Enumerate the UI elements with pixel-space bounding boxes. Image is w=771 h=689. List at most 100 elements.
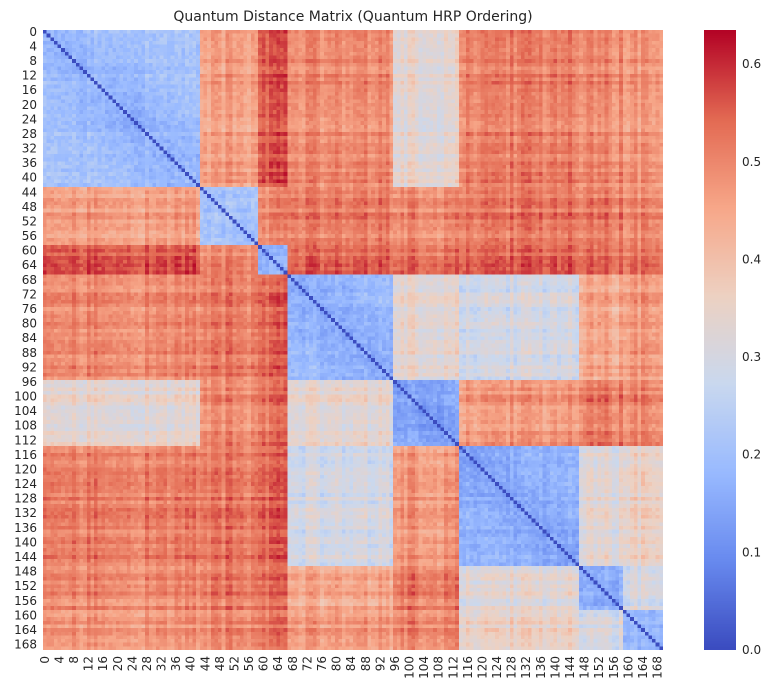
- x-tick-label: 120: [475, 656, 489, 679]
- x-tick-label: 88: [359, 656, 373, 671]
- x-tick-label: 92: [373, 656, 387, 671]
- x-tick-label: 36: [169, 656, 183, 671]
- x-tick-label: 148: [578, 656, 592, 679]
- y-tick-label: 156: [14, 594, 37, 608]
- x-tick-label: 80: [330, 656, 344, 671]
- y-tick-label: 4: [29, 39, 37, 53]
- heatmap-grid: [43, 30, 663, 650]
- colorbar-tick-label: 0.1: [742, 545, 761, 559]
- y-tick-label: 24: [22, 112, 37, 126]
- y-tick-label: 136: [14, 521, 37, 535]
- x-tick-label: 132: [519, 656, 533, 679]
- x-axis-tick-labels: 0 4 8 12 16 20 24 28 32 36 40 44 48 52 56 60 64 68 72 76 80 8…: [38, 656, 665, 679]
- y-tick-label: 116: [14, 448, 37, 462]
- y-tick-label: 16: [22, 83, 37, 97]
- y-tick-label: 12: [22, 69, 37, 83]
- y-tick-label: 80: [22, 317, 37, 331]
- x-tick-label: 48: [213, 656, 227, 671]
- x-tick-label: 24: [125, 656, 139, 671]
- chart-title: Quantum Distance Matrix (Quantum HRP Ord…: [173, 9, 532, 25]
- x-tick-label: 168: [651, 656, 665, 679]
- y-tick-label: 112: [14, 433, 37, 447]
- x-tick-label: 164: [636, 656, 650, 679]
- colorbar-tick-label: 0.6: [742, 57, 761, 71]
- x-tick-label: 0: [38, 656, 52, 664]
- y-tick-label: 164: [14, 623, 37, 637]
- y-tick-label: 36: [22, 156, 37, 170]
- x-tick-label: 140: [548, 656, 562, 679]
- x-tick-label: 100: [403, 656, 417, 679]
- y-tick-label: 100: [14, 390, 37, 404]
- y-tick-label: 20: [22, 98, 37, 112]
- y-tick-label: 60: [22, 244, 37, 258]
- x-tick-label: 96: [388, 656, 402, 671]
- x-tick-label: 8: [67, 656, 81, 664]
- y-tick-label: 44: [22, 185, 37, 199]
- y-tick-label: 132: [14, 506, 37, 520]
- y-tick-label: 160: [14, 608, 37, 622]
- y-tick-label: 28: [22, 127, 37, 141]
- x-tick-label: 112: [446, 656, 460, 679]
- y-tick-label: 152: [14, 579, 37, 593]
- x-tick-label: 156: [607, 656, 621, 679]
- x-tick-label: 76: [315, 656, 329, 671]
- y-tick-label: 104: [14, 404, 37, 418]
- x-tick-label: 52: [227, 656, 241, 671]
- y-tick-label: 56: [22, 229, 37, 243]
- x-tick-label: 56: [242, 656, 256, 671]
- y-tick-label: 40: [22, 171, 37, 185]
- y-tick-label: 72: [22, 287, 37, 301]
- x-tick-label: 116: [461, 656, 475, 679]
- x-tick-label: 32: [155, 656, 169, 671]
- x-tick-label: 160: [621, 656, 635, 679]
- y-tick-label: 76: [22, 302, 37, 316]
- colorbar-tick-label: 0.3: [742, 350, 761, 364]
- y-tick-label: 52: [22, 214, 37, 228]
- y-tick-label: 8: [29, 54, 37, 68]
- x-tick-label: 12: [82, 656, 96, 671]
- x-tick-label: 84: [344, 656, 358, 671]
- y-tick-label: 64: [22, 258, 37, 272]
- y-tick-label: 144: [14, 550, 37, 564]
- y-axis-tick-labels: 0481216202428323640444852566064687276808…: [14, 25, 37, 652]
- x-tick-label: 152: [592, 656, 606, 679]
- x-tick-label: 144: [563, 656, 577, 679]
- colorbar: [704, 30, 736, 650]
- y-tick-label: 88: [22, 346, 37, 360]
- y-tick-label: 68: [22, 273, 37, 287]
- x-tick-label: 20: [111, 656, 125, 671]
- x-tick-label: 4: [52, 656, 66, 664]
- x-tick-label: 28: [140, 656, 154, 671]
- x-tick-label: 136: [534, 656, 548, 679]
- colorbar-tick-labels: 0.0 0.1 0.2 0.3 0.4 0.5 0.6: [742, 57, 761, 657]
- y-tick-label: 84: [22, 331, 37, 345]
- y-tick-label: 140: [14, 535, 37, 549]
- x-tick-label: 72: [300, 656, 314, 671]
- y-tick-label: 148: [14, 565, 37, 579]
- colorbar-tick-label: 0.4: [742, 252, 761, 266]
- x-tick-label: 64: [271, 656, 285, 671]
- y-tick-label: 48: [22, 200, 37, 214]
- x-tick-label: 128: [505, 656, 519, 679]
- y-tick-label: 128: [14, 492, 37, 506]
- x-tick-label: 16: [96, 656, 110, 671]
- x-tick-label: 124: [490, 656, 504, 679]
- x-tick-label: 68: [286, 656, 300, 671]
- x-tick-label: 108: [432, 656, 446, 679]
- x-tick-label: 40: [184, 656, 198, 671]
- y-tick-label: 92: [22, 360, 37, 374]
- y-tick-label: 0: [29, 25, 37, 39]
- colorbar-tick-label: 0.2: [742, 448, 761, 462]
- colorbar-tick-label: 0.0: [742, 643, 761, 657]
- y-tick-label: 32: [22, 142, 37, 156]
- x-tick-label: 104: [417, 656, 431, 679]
- colorbar-tick-label: 0.5: [742, 155, 761, 169]
- x-tick-label: 44: [198, 656, 212, 671]
- y-tick-label: 108: [14, 419, 37, 433]
- y-tick-label: 124: [14, 477, 37, 491]
- y-tick-label: 120: [14, 462, 37, 476]
- y-tick-label: 96: [22, 375, 37, 389]
- x-tick-label: 60: [257, 656, 271, 671]
- y-tick-label: 168: [14, 638, 37, 652]
